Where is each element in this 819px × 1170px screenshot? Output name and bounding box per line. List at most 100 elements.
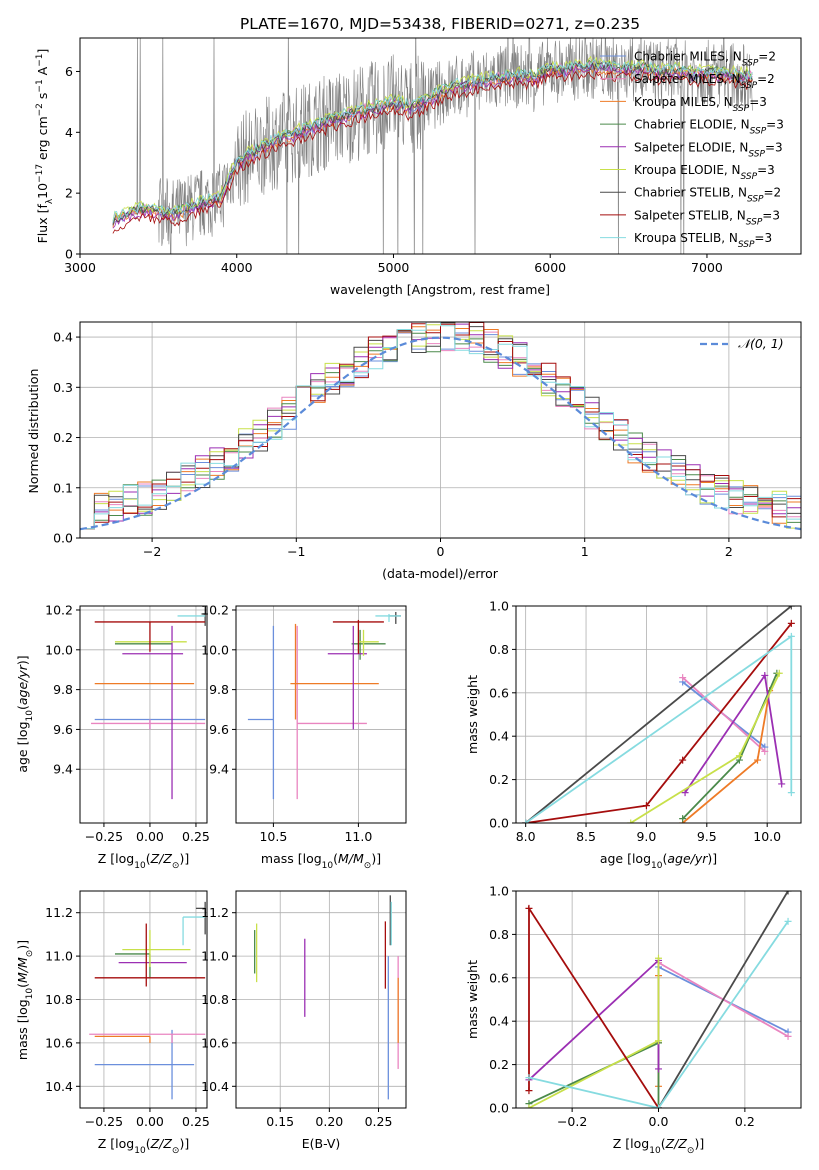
y-tick-label: 0.4 [489,1014,509,1029]
y-axis-label-part: 10 [25,988,35,1000]
weight-marker [775,669,783,677]
x-axis-label-part: )] [371,851,381,866]
weight-marker [525,1104,533,1108]
y-axis-label-part: age/yr [15,664,30,705]
legend-label-part: SSP [733,104,750,114]
x-tick-label: 4000 [221,260,253,275]
weight-marker [735,752,743,760]
figure-title: PLATE=1670, MJD=53438, FIBERID=0271, z=0… [240,15,640,33]
legend-label-part: SSP [741,81,758,91]
legend-label-part: =3 [762,208,780,222]
model-line [112,70,753,234]
y-tick-label: 9.8 [53,682,73,697]
x-tick-label: 1 [581,544,589,559]
y-tick-label: 0.0 [53,531,73,546]
weight-line [525,606,792,823]
observed-spectrum [112,38,753,254]
x-tick-label: 7000 [691,260,723,275]
legend-label-part: =3 [754,231,772,245]
weight-marker [761,747,769,755]
legend-label: Kroupa MILES, NSSP=3 [634,95,767,114]
legend-label-part: Chabrier STELIB, N [634,186,747,200]
legend-label-part: Salpeter STELIB, N [634,208,746,222]
legend-label-part: Kroupa STELIB, N [634,231,738,245]
y-tick-label: 11.0 [201,949,229,964]
x-axis-label: Z [log10(Z/Z⊙)] [98,851,189,871]
legend-label-part: Salpeter ELODIE, N [634,140,748,154]
weight-line [528,905,660,1108]
x-axis-label: Z [log10(Z/Z⊙)] [613,1136,704,1156]
y-axis-label-part: mass [log [15,999,30,1060]
y-tick-label: 0.2 [489,1057,509,1072]
legend-label-part: SSP [748,149,765,159]
x-axis-label-part: age [log [600,851,651,866]
y-tick-label: 0.6 [489,970,509,985]
plot-area [89,901,206,1100]
normal-curve [80,336,801,531]
y-axis-label-part: −17 [35,164,45,183]
x-axis-label-part: Z [log [613,1136,649,1151]
weight_vs_Z-axes: −0.2 0.0 0.2 0.0 0.2 0.4 0.6 0.8 1.0 Z [log10(Z/Z… [465,884,802,1156]
y-tick-label: 0.6 [489,685,509,700]
y-tick-label: 10.2 [45,602,73,617]
y-tick-label: 11.2 [201,905,229,920]
weight-marker [787,632,795,640]
weight_vs_age-axes: 8.0 8.5 9.0 9.5 10.0 0.0 0.2 0.4 0.6 0.8 1.0 age [l… [465,599,802,871]
legend-label-part: Salpeter MILES, N [634,72,741,86]
weight-line [528,920,789,1108]
x-axis-label-part: ( [662,851,667,866]
y-tick-label: 4 [65,125,73,140]
y-axis-label-part: s [35,93,50,104]
legend-label-part: Chabrier MILES, N [634,50,742,64]
y-tick-label: 9.6 [53,722,73,737]
x-axis-label-part: )] [179,1136,189,1151]
y-tick-label: 0.3 [53,380,73,395]
y-axis-label-part: Flux [f [35,204,50,244]
legend-label-part: =3 [766,118,784,132]
y-axis-label-part: )] [15,655,30,665]
legend-label: Chabrier ELODIE, NSSP=3 [634,118,784,137]
y-tick-label: 1.0 [489,599,509,614]
model-line [112,63,753,229]
x-axis-label: wavelength [Angstrom, rest frame] [330,282,550,297]
y-tick-label: 10.6 [201,1035,229,1050]
x-tick-label: 6000 [534,260,566,275]
weight-marker [784,891,792,895]
y-axis-label-part: −1 [35,79,45,92]
y-axis-label-part: M/M [15,957,30,983]
y-tick-label: 0 [65,247,73,262]
x-tick-label: 5000 [378,260,410,275]
weight-line [682,676,766,753]
x-tick-label: −0.25 [85,829,123,844]
x-tick-label: 0.20 [315,1114,343,1129]
x-axis-label-part: )] [707,851,717,866]
axes-frame [515,605,802,824]
y-tick-label: 9.4 [53,762,73,777]
legend-label: 𝒩(0, 1) [738,336,784,351]
x-axis-label-part: Z/Z [665,1136,688,1151]
plot-area [112,38,753,254]
legend-label: Salpeter STELIB, NSSP=3 [634,208,780,227]
x-axis-label-part: age/yr [667,851,708,866]
x-axis-label-part: Z [log [98,851,134,866]
x-tick-label: −0.25 [85,1114,123,1129]
legend-label-part: SSP [746,217,763,227]
x-axis-label-part: 10 [649,1146,661,1156]
age_vs_mass-axes: 10.5 11.0 9.4 9.6 9.8 10.0 10.2 mass [log10(M/M… [201,602,407,871]
x-tick-label: 0.25 [365,1114,393,1129]
histogram-axes: −2 −1 0 1 2 0.0 0.1 0.2 0.3 0.4 𝒩(0, 1) (data-model… [26,321,802,581]
y-tick-label: 0.8 [489,927,509,942]
histogram-step [80,322,801,530]
x-axis-label: age [log10(age/yr)] [600,851,717,871]
y-tick-label: 0.4 [53,330,73,345]
y-tick-label: 10.8 [201,992,229,1007]
weight-marker [679,756,687,764]
plot-area [522,606,795,823]
y-axis-label-part: 10 [35,183,50,199]
y-axis-label-part: A [35,66,50,79]
weight-marker [778,780,786,788]
x-tick-label: 0.25 [182,829,210,844]
x-axis-label-part: mass [log [261,851,322,866]
x-axis-label: E(B-V) [302,1136,341,1151]
